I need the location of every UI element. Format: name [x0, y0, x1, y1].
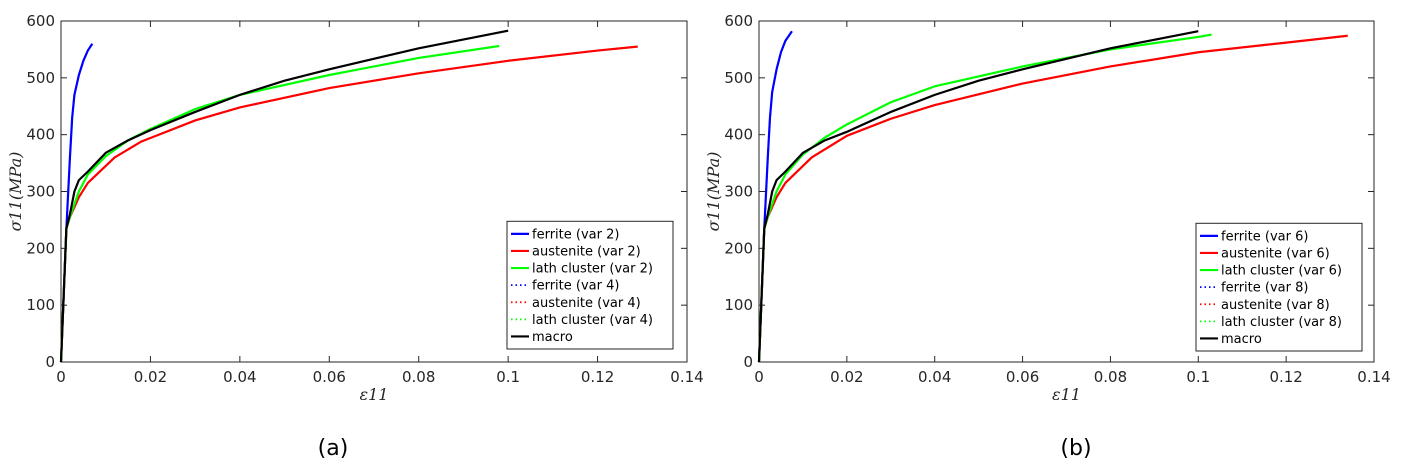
- series-line-3: [758, 30, 793, 363]
- chart-panel-b: 0 0.02 0.04 0.06 0.08 0.1 0.12 0.14 0 100 200 300 40…: [704, 12, 1391, 461]
- x-tick-label: 0.06: [1006, 368, 1039, 386]
- x-tick-label: 0.02: [830, 368, 863, 386]
- x-tick-label: 0.04: [918, 368, 951, 386]
- legend-entry-label: macro: [1221, 332, 1262, 347]
- series-line-6: [59, 29, 509, 363]
- y-tick-label: 300: [26, 183, 55, 201]
- legend-entry-label: ferrite (var 2): [532, 227, 619, 242]
- y-tick-label: 300: [724, 183, 753, 201]
- x-tick-label: 0: [56, 368, 66, 386]
- series-line-0: [59, 43, 94, 363]
- x-tick-label: 0.1: [1186, 368, 1210, 386]
- x-tick-label: 0.08: [1094, 368, 1127, 386]
- series-line-4: [758, 34, 1348, 363]
- legend-box: [1195, 222, 1363, 352]
- legend-entry-label: lath cluster (var 6): [1221, 264, 1342, 279]
- y-tick-label: 500: [26, 69, 55, 87]
- x-tick-label: 0.12: [581, 368, 614, 386]
- legend-entry-label: austenite (var 8): [1221, 298, 1330, 313]
- legend-entry-label: ferrite (var 4): [532, 279, 619, 294]
- legend-entry-label: lath cluster (var 8): [1221, 315, 1342, 330]
- x-tick-label: 0.14: [1357, 368, 1390, 386]
- legend-entry-label: austenite (var 4): [532, 296, 641, 311]
- x-tick-label: 0.12: [1269, 368, 1302, 386]
- y-tick-label: 400: [26, 126, 55, 144]
- y-tick-label: 200: [26, 239, 55, 257]
- y-tick-label: 100: [724, 296, 753, 314]
- legend-entry-label: ferrite (var 8): [1221, 281, 1308, 296]
- x-tick-label: 0.02: [134, 368, 167, 386]
- panel-caption: (b): [1060, 436, 1091, 461]
- x-tick-label: 0.14: [670, 368, 703, 386]
- legend-entry-label: austenite (var 6): [1221, 246, 1330, 261]
- y-tick-label: 0: [743, 353, 753, 371]
- legend-box: [506, 220, 674, 350]
- x-tick-label: 0.08: [402, 368, 435, 386]
- x-axis-label: ε11: [360, 385, 389, 404]
- chart-panel-a: 0 0.02 0.04 0.06 0.08 0.1 0.12 0.14 0 100 200 300 40…: [6, 12, 704, 461]
- series-line-6: [757, 30, 1199, 363]
- legend-entry-label: lath cluster (var 2): [532, 262, 653, 277]
- y-tick-label: 100: [26, 296, 55, 314]
- legend-entry-label: macro: [532, 330, 573, 345]
- y-tick-label: 200: [724, 239, 753, 257]
- legend-entry-label: austenite (var 2): [532, 244, 641, 259]
- y-tick-label: 400: [724, 126, 753, 144]
- y-tick-label: 600: [724, 12, 753, 30]
- legend-entry-label: ferrite (var 6): [1221, 229, 1308, 244]
- x-tick-label: 0.04: [223, 368, 256, 386]
- x-axis-label: ε11: [1052, 385, 1081, 404]
- x-tick-label: 0.1: [496, 368, 520, 386]
- legend-entry-label: lath cluster (var 4): [532, 313, 653, 328]
- series-line-4: [60, 45, 638, 363]
- y-axis-label: σ11(MPa): [704, 152, 723, 232]
- y-tick-label: 0: [45, 353, 55, 371]
- y-tick-label: 500: [724, 69, 753, 87]
- x-tick-label: 0: [754, 368, 764, 386]
- x-tick-label: 0.06: [313, 368, 346, 386]
- y-tick-label: 600: [26, 12, 55, 30]
- panel-caption: (a): [318, 436, 349, 461]
- y-axis-label: σ11(MPa): [6, 152, 25, 232]
